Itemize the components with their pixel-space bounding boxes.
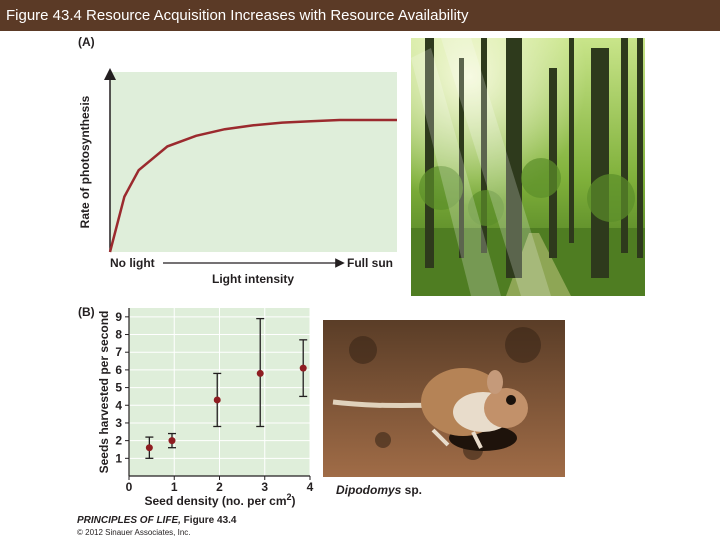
- chart-b-data-point: [213, 396, 221, 404]
- chart-a-x-start-label: No light: [110, 256, 155, 270]
- chart-b-y-tick-label: 9: [115, 310, 122, 324]
- chart-b-data-point: [145, 444, 153, 452]
- panel-b-label: (B): [78, 305, 95, 319]
- chart-b-data-point: [299, 364, 307, 372]
- chart-b-xlabel: Seed density (no. per cm2): [144, 492, 295, 508]
- chart-b-gridlines: [128, 308, 311, 476]
- footer-figure-number: Figure 43.4: [180, 515, 237, 526]
- chart-b-ylabel: Seeds harvested per second: [97, 311, 111, 474]
- chart-b-y-tick-label: 8: [115, 328, 122, 342]
- title-bar: Figure 43.4 Resource Acquisition Increas…: [0, 0, 720, 31]
- chart-b-y-tick-label: 6: [115, 363, 122, 377]
- chart-b-x-tick-label: 0: [126, 480, 133, 494]
- kangaroo-rat-photo-art: [323, 320, 565, 477]
- chart-a-xlabel: Light intensity: [212, 272, 294, 286]
- chart-b-x-tick-label: 1: [171, 480, 178, 494]
- rat-genus: Dipodomys: [336, 483, 402, 497]
- chart-b-y-ticks: 1 2 3 4 5 6 7 8 9: [115, 310, 129, 465]
- chart-b-points: [145, 317, 308, 459]
- kangaroo-rat-photo: [323, 320, 565, 477]
- chart-a: No light Full sun Light intensity Rate o…: [78, 68, 397, 286]
- chart-b-x-tick-label: 3: [261, 480, 268, 494]
- figure-title: Figure 43.4 Resource Acquisition Increas…: [6, 7, 469, 24]
- chart-b-y-tick-label: 2: [115, 434, 122, 448]
- chart-b-y-tick-label: 5: [115, 381, 122, 395]
- footer-book-title: PRINCIPLES OF LIFE, Figure 43.4: [77, 515, 236, 526]
- chart-a-ylabel: Rate of photosynthesis: [78, 95, 92, 228]
- forest-photo-art: [411, 38, 645, 296]
- chart-b-x-tick-label: 2: [216, 480, 223, 494]
- chart-a-saturation-curve: [108, 118, 397, 253]
- rat-species-caption: Dipodomys sp.: [336, 483, 422, 497]
- chart-b-xlabel-main: Seed density (no. per cm: [144, 494, 286, 508]
- chart-b-xlabel-end: ): [292, 494, 296, 508]
- forest-photo: [411, 38, 645, 296]
- chart-a-x-end-label: Full sun: [347, 256, 393, 270]
- chart-a-plot-area: [110, 72, 397, 252]
- chart-b-y-tick-label: 1: [115, 451, 122, 465]
- chart-b-y-tick-label: 7: [115, 345, 122, 359]
- chart-b-y-tick-label: 4: [115, 398, 122, 412]
- footer-copyright: © 2012 Sinauer Associates, Inc.: [77, 528, 191, 537]
- footer-book: PRINCIPLES OF LIFE,: [77, 515, 181, 526]
- rat-species-suffix: sp.: [401, 483, 423, 497]
- chart-b-x-tick-label: 4: [307, 480, 314, 494]
- chart-b-y-tick-label: 3: [115, 416, 122, 430]
- chart-b: 1 2 3 4 5 6 7 8 9 0 1 2 3 4 Seed density (no. per cm…: [97, 308, 314, 508]
- chart-b-data-point: [168, 437, 176, 445]
- panel-a-label: (A): [78, 35, 95, 49]
- chart-b-data-point: [256, 369, 264, 377]
- chart-b-x-ticks: 0 1 2 3 4: [126, 476, 314, 494]
- chart-b-xlabel-sup: 2: [287, 492, 292, 502]
